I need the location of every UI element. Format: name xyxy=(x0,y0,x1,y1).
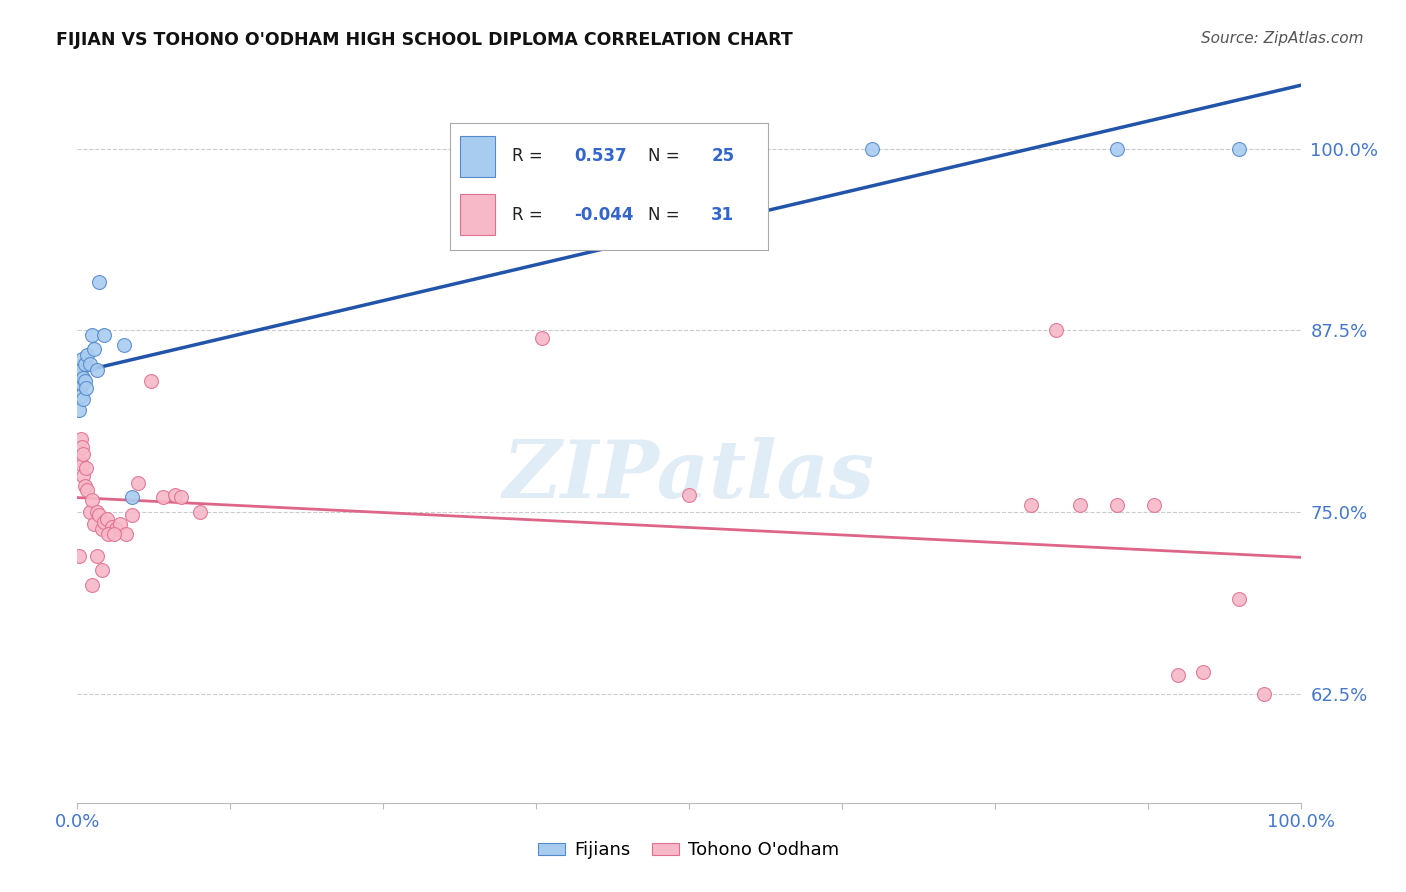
Point xyxy=(86,505,108,519)
Point xyxy=(75,381,97,395)
Point xyxy=(89,508,111,522)
Point xyxy=(70,432,93,446)
Point xyxy=(70,458,93,473)
Point xyxy=(121,491,143,505)
Point xyxy=(97,526,120,541)
Point xyxy=(1229,142,1251,156)
Point xyxy=(90,523,112,537)
Legend: Fijians, Tohono O'odham: Fijians, Tohono O'odham xyxy=(531,834,846,866)
Point xyxy=(70,377,93,392)
Point xyxy=(79,505,101,519)
Point xyxy=(678,487,700,501)
Point xyxy=(165,487,187,501)
Point xyxy=(89,275,111,289)
Point xyxy=(67,403,90,417)
Point xyxy=(73,479,96,493)
Point xyxy=(127,475,149,490)
Point xyxy=(73,374,96,388)
Point xyxy=(70,362,93,376)
Point xyxy=(1229,592,1251,607)
Point xyxy=(139,374,162,388)
Point xyxy=(1021,498,1043,512)
Point xyxy=(1191,665,1213,679)
Point xyxy=(72,468,94,483)
Point xyxy=(70,440,93,454)
Point xyxy=(73,357,96,371)
Point xyxy=(80,493,103,508)
Point xyxy=(72,447,94,461)
Point xyxy=(188,505,211,519)
Point xyxy=(69,454,91,468)
Text: FIJIAN VS TOHONO O'ODHAM HIGH SCHOOL DIPLOMA CORRELATION CHART: FIJIAN VS TOHONO O'ODHAM HIGH SCHOOL DIP… xyxy=(56,31,793,49)
Point xyxy=(103,526,125,541)
Point xyxy=(1107,498,1129,512)
Point xyxy=(115,526,138,541)
Point xyxy=(76,348,98,362)
Point xyxy=(70,352,93,367)
Point xyxy=(108,516,131,531)
Point xyxy=(69,359,91,374)
Point xyxy=(69,381,91,395)
Point xyxy=(531,330,554,344)
Point xyxy=(1167,668,1189,682)
Point xyxy=(100,519,122,533)
Text: ZIPatlas: ZIPatlas xyxy=(503,437,875,515)
Point xyxy=(1143,498,1166,512)
Point xyxy=(1045,323,1067,337)
Point xyxy=(112,338,135,352)
Point xyxy=(70,389,93,403)
Point xyxy=(1107,142,1129,156)
Point xyxy=(1069,498,1091,512)
Point xyxy=(862,142,884,156)
Point xyxy=(105,523,128,537)
Point xyxy=(72,371,94,385)
Point xyxy=(121,508,143,522)
Point xyxy=(93,327,115,342)
Point xyxy=(67,549,90,563)
Point xyxy=(90,563,112,577)
Point xyxy=(170,491,193,505)
Point xyxy=(1253,687,1275,701)
Point xyxy=(72,392,94,406)
Point xyxy=(86,362,108,376)
Text: Source: ZipAtlas.com: Source: ZipAtlas.com xyxy=(1201,31,1364,46)
Point xyxy=(86,549,108,563)
Point xyxy=(76,483,98,498)
Point xyxy=(93,515,115,529)
Point xyxy=(628,142,651,156)
Point xyxy=(83,516,105,531)
Point xyxy=(80,327,103,342)
Point xyxy=(80,578,103,592)
Point xyxy=(75,461,97,475)
Point xyxy=(152,491,174,505)
Point xyxy=(79,357,101,371)
Point xyxy=(83,342,105,356)
Point xyxy=(96,512,118,526)
